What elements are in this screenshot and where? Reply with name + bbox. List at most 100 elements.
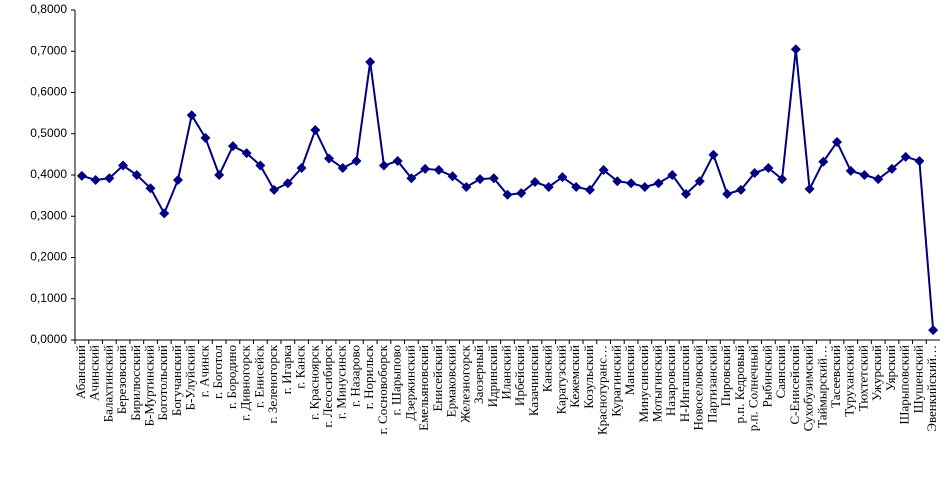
x-tick-label: Новоселовский xyxy=(691,345,706,431)
x-tick-label: Ачинский xyxy=(87,345,102,401)
x-tick-label: г. Бородино xyxy=(224,345,239,409)
marker xyxy=(735,184,746,195)
marker xyxy=(433,165,444,176)
marker xyxy=(214,170,225,180)
x-tick-label: р.п. Кедровый xyxy=(732,345,747,423)
x-tick-label: г. Красноярск xyxy=(306,344,321,420)
x-tick-label: С-Енисейский xyxy=(787,345,802,425)
x-tick-label: Козульский xyxy=(581,345,596,409)
x-tick-label: Ермаковский xyxy=(444,345,459,417)
marker xyxy=(104,173,115,184)
x-tick-label: г. Дивногорск xyxy=(238,344,253,421)
x-tick-label: Бирилюсский xyxy=(128,345,143,421)
marker xyxy=(255,160,266,171)
x-tick-label: Краснотуранс… xyxy=(595,345,610,435)
x-tick-label: г. Канск xyxy=(293,344,308,388)
marker xyxy=(90,174,101,185)
marker xyxy=(584,184,595,195)
x-tick-label: Б-Улуйский xyxy=(183,345,198,411)
x-tick-label: Березовский xyxy=(114,345,129,414)
marker xyxy=(694,176,705,187)
marker xyxy=(859,170,870,180)
marker xyxy=(406,173,417,184)
x-tick-label: Манский xyxy=(622,345,637,395)
marker xyxy=(488,173,499,184)
marker xyxy=(763,162,774,173)
y-tick-label: 0,2000 xyxy=(30,250,67,264)
x-tick-label: Уярский xyxy=(883,345,898,391)
x-tick-label: Балахтинский xyxy=(100,345,115,422)
x-tick-label: Железногорск xyxy=(457,344,472,423)
marker xyxy=(186,110,197,121)
marker xyxy=(76,170,87,181)
marker xyxy=(200,132,211,143)
x-tick-label: Канский xyxy=(540,345,555,392)
marker xyxy=(667,170,678,180)
marker xyxy=(790,44,801,55)
marker xyxy=(145,183,156,194)
x-tick-label: Боготольский xyxy=(155,345,170,421)
marker xyxy=(269,184,280,195)
x-tick-label: Б-Муртинский xyxy=(142,345,157,426)
x-tick-label: Партизанский xyxy=(704,345,719,423)
x-tick-label: Ужурский xyxy=(869,345,884,401)
y-tick-label: 0,0000 xyxy=(30,332,67,346)
x-tick-label: Абанский xyxy=(73,345,88,399)
x-tick-label: Дзержинский xyxy=(402,345,417,421)
x-tick-label: Тюхтетский xyxy=(855,345,870,411)
x-tick-label: г. Сосновоборск xyxy=(375,344,390,434)
marker xyxy=(241,148,252,159)
x-tick-label: г. Шарыпово xyxy=(389,345,404,416)
x-tick-label: г. Назарово xyxy=(347,345,362,407)
marker xyxy=(172,174,183,185)
marker xyxy=(928,325,939,336)
marker xyxy=(118,160,129,171)
x-tick-label: Пировский xyxy=(718,345,733,406)
marker xyxy=(324,153,335,164)
x-tick-label: Кежемский xyxy=(567,345,582,408)
marker xyxy=(447,171,458,182)
marker xyxy=(914,155,925,166)
marker xyxy=(420,163,431,174)
marker xyxy=(845,165,856,176)
y-tick-label: 0,1000 xyxy=(30,291,67,305)
marker xyxy=(571,181,582,192)
marker xyxy=(653,178,664,189)
y-tick-label: 0,6000 xyxy=(30,85,67,99)
marker xyxy=(296,162,307,173)
marker xyxy=(708,149,719,160)
y-tick-label: 0,5000 xyxy=(30,126,67,140)
x-tick-label: Казачинский xyxy=(526,345,541,416)
marker xyxy=(749,167,760,178)
x-tick-label: г. Норильск xyxy=(361,344,376,409)
marker xyxy=(392,155,403,166)
marker xyxy=(310,125,321,136)
x-tick-label: Рыбинский xyxy=(759,345,774,408)
marker xyxy=(818,156,829,167)
x-tick-label: Таймырский… xyxy=(814,345,829,428)
x-tick-label: Минусинский xyxy=(636,345,651,423)
x-tick-label: р.п. Солнечный xyxy=(746,345,761,431)
marker xyxy=(529,177,540,188)
marker xyxy=(378,160,389,171)
marker xyxy=(131,170,142,180)
y-tick-label: 0,3000 xyxy=(30,208,67,222)
marker xyxy=(722,188,733,199)
marker xyxy=(337,162,348,173)
x-tick-label: г. Ачинск xyxy=(196,344,211,397)
marker xyxy=(598,165,609,176)
marker xyxy=(227,141,238,152)
marker xyxy=(626,178,637,189)
x-tick-label: Заозерный xyxy=(471,345,486,404)
x-tick-label: Саянский xyxy=(773,345,788,398)
x-tick-label: Каратузский xyxy=(553,345,568,414)
y-tick-label: 0,8000 xyxy=(30,2,67,16)
x-tick-label: г. Минусинск xyxy=(334,344,349,419)
marker xyxy=(900,151,911,162)
marker xyxy=(516,188,527,199)
x-tick-label: Шушенский xyxy=(910,345,925,413)
x-tick-label: г. Енисейск xyxy=(251,344,266,408)
x-tick-label: Ирбейский xyxy=(512,345,527,406)
x-tick-label: Идринский xyxy=(485,345,500,407)
marker xyxy=(461,181,472,192)
